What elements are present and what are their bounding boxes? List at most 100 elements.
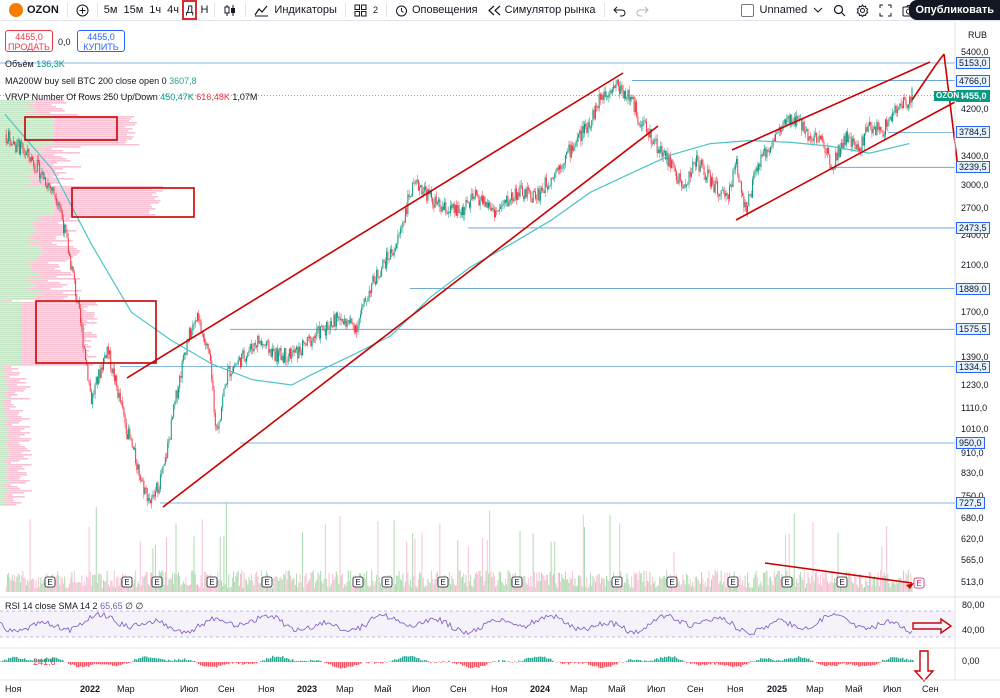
alerts-button[interactable]: Оповещения bbox=[390, 0, 483, 20]
level-price-badge[interactable]: 2473,5 bbox=[956, 221, 990, 234]
earnings-marker[interactable] bbox=[381, 576, 393, 588]
replay-button[interactable]: Симулятор рынка bbox=[483, 0, 601, 20]
earnings-marker[interactable] bbox=[352, 576, 364, 588]
level-price-badge[interactable]: 3784,5 bbox=[956, 126, 990, 139]
macd-bar bbox=[884, 660, 886, 662]
symbol-search-button[interactable]: OZON bbox=[0, 0, 64, 20]
timeframe-15m[interactable]: 15м bbox=[123, 4, 144, 16]
macd-bar bbox=[158, 658, 160, 662]
level-price-badge[interactable]: 4766,0 bbox=[956, 74, 990, 87]
timeframe-day[interactable]: Д bbox=[182, 0, 198, 20]
indicators-button[interactable]: Индикаторы bbox=[249, 0, 342, 20]
candle-body bbox=[306, 336, 308, 346]
trend-line[interactable] bbox=[162, 125, 659, 508]
vp-up-row bbox=[0, 144, 54, 146]
macd-bar bbox=[202, 662, 204, 667]
trend-line[interactable] bbox=[934, 53, 945, 67]
vp-up-row bbox=[0, 424, 4, 426]
redo-button[interactable] bbox=[631, 0, 654, 20]
vp-down-row bbox=[5, 422, 19, 424]
trend-line[interactable] bbox=[764, 562, 913, 584]
volume-bar bbox=[249, 580, 251, 592]
vrvp-legend[interactable]: VRVP Number Of Rows 250 Up/Down 450,47K … bbox=[5, 92, 257, 102]
candle-body bbox=[82, 327, 84, 348]
earnings-marker[interactable] bbox=[437, 576, 449, 588]
highlight-box[interactable] bbox=[35, 300, 157, 364]
earnings-marker[interactable] bbox=[781, 576, 793, 588]
volume-bar bbox=[797, 582, 799, 592]
volume-bar bbox=[742, 579, 744, 592]
undo-button[interactable] bbox=[608, 0, 631, 20]
level-price-badge[interactable]: 950,0 bbox=[956, 437, 985, 450]
level-price-badge[interactable]: 727,5 bbox=[956, 497, 985, 509]
vp-down-row bbox=[40, 254, 77, 256]
level-price-badge[interactable]: 5153,0 bbox=[956, 57, 990, 69]
timeframe-week[interactable]: Н bbox=[200, 4, 209, 16]
layout-name-button[interactable]: Unnamed bbox=[736, 0, 829, 20]
currency-label[interactable]: RUB bbox=[968, 30, 988, 40]
vp-down-row bbox=[2, 376, 10, 378]
chart-type-button[interactable] bbox=[218, 0, 242, 20]
volume-bar bbox=[599, 583, 601, 592]
volume-bar bbox=[615, 586, 617, 592]
ma200w-polyline[interactable] bbox=[4, 114, 910, 386]
volume-bar bbox=[856, 584, 858, 592]
compare-symbol-button[interactable] bbox=[71, 0, 94, 20]
candle-body bbox=[499, 206, 501, 209]
trend-line[interactable] bbox=[731, 61, 931, 151]
timeframe-4h[interactable]: 4ч bbox=[167, 4, 179, 16]
earnings-marker[interactable] bbox=[206, 576, 218, 588]
trend-line[interactable] bbox=[943, 53, 959, 169]
volume-legend[interactable]: Объём 136,3K bbox=[5, 59, 65, 69]
macd-bar bbox=[628, 659, 630, 662]
price-label: 1700,0 bbox=[961, 307, 989, 318]
next-earnings-marker[interactable] bbox=[913, 577, 925, 589]
right-arrow-annotation[interactable] bbox=[912, 617, 953, 635]
layouts-button[interactable]: 2 bbox=[349, 0, 383, 20]
time-axis-label: Июл bbox=[412, 684, 431, 694]
vp-down-row bbox=[54, 190, 163, 192]
publish-button[interactable]: Опубликовать bbox=[909, 0, 1000, 20]
rsi-line[interactable] bbox=[0, 611, 913, 636]
earnings-marker[interactable] bbox=[151, 576, 163, 588]
earnings-marker[interactable] bbox=[261, 576, 273, 588]
spread-value: 0,0 bbox=[58, 37, 71, 47]
earnings-marker[interactable] bbox=[44, 576, 56, 588]
down-arrow-annotation[interactable] bbox=[913, 650, 935, 683]
candle-body bbox=[94, 384, 96, 395]
earnings-marker[interactable] bbox=[511, 576, 523, 588]
level-price-badge[interactable]: 3239,5 bbox=[956, 161, 990, 174]
buy-button[interactable]: 4455,0 КУПИТЬ bbox=[77, 30, 125, 52]
trend-line[interactable] bbox=[911, 65, 936, 101]
earnings-marker[interactable] bbox=[836, 576, 848, 588]
earnings-marker[interactable] bbox=[611, 576, 623, 588]
timeframe-1h[interactable]: 1ч bbox=[149, 4, 162, 16]
timeframe-5m[interactable]: 5м bbox=[103, 4, 118, 16]
quick-search-button[interactable] bbox=[828, 0, 851, 20]
highlight-box[interactable] bbox=[24, 116, 118, 141]
candle-body bbox=[617, 79, 619, 87]
earnings-marker[interactable] bbox=[727, 576, 739, 588]
sell-button[interactable]: 4455,0 ПРОДАТЬ bbox=[5, 30, 53, 52]
macd-bar bbox=[94, 662, 96, 664]
volume-bar bbox=[125, 584, 127, 592]
level-price-badge[interactable]: 1889,0 bbox=[956, 282, 990, 295]
macd-bar bbox=[266, 658, 268, 662]
earnings-marker[interactable] bbox=[121, 576, 133, 588]
ma-legend[interactable]: MA200W buy sell BTC 200 close open 0 360… bbox=[5, 76, 197, 86]
candle-body bbox=[225, 384, 227, 385]
macd-bar bbox=[754, 661, 756, 662]
level-price-badge[interactable]: 1575,5 bbox=[956, 323, 990, 336]
highlight-box[interactable] bbox=[71, 187, 195, 218]
earnings-marker[interactable] bbox=[666, 576, 678, 588]
rsi-legend[interactable]: RSI 14 close SMA 14 2 65,65 ∅ ∅ bbox=[5, 601, 143, 612]
level-price-badge[interactable]: 1334,5 bbox=[956, 360, 990, 373]
trend-line[interactable] bbox=[126, 72, 624, 379]
trend-line[interactable] bbox=[735, 101, 956, 221]
macd-bar bbox=[262, 660, 264, 662]
fullscreen-button[interactable] bbox=[874, 0, 897, 20]
macd-bar bbox=[804, 657, 806, 662]
candle-body bbox=[351, 318, 353, 324]
settings-button[interactable] bbox=[851, 0, 874, 20]
